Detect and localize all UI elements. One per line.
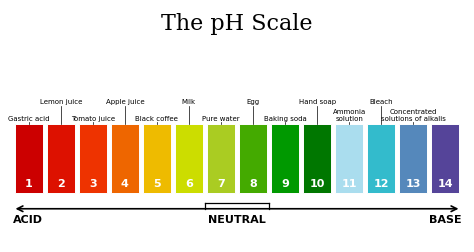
Text: Concentrated
solutions of alkalis: Concentrated solutions of alkalis — [381, 108, 446, 121]
Text: Tomato juice: Tomato juice — [71, 115, 115, 121]
Text: The pH Scale: The pH Scale — [161, 13, 313, 35]
Text: Gastric acid: Gastric acid — [8, 115, 49, 121]
Text: 10: 10 — [310, 178, 325, 188]
Text: 5: 5 — [153, 178, 161, 188]
Text: Baking soda: Baking soda — [264, 115, 307, 121]
Text: Ammonia
solution: Ammonia solution — [333, 108, 366, 121]
Text: Bleach: Bleach — [369, 99, 393, 105]
Bar — [271, 124, 299, 194]
Text: 11: 11 — [341, 178, 357, 188]
Text: 9: 9 — [281, 178, 289, 188]
Text: Pure water: Pure water — [202, 115, 240, 121]
Bar — [79, 124, 107, 194]
Text: 13: 13 — [406, 178, 421, 188]
Bar — [207, 124, 235, 194]
Text: ACID: ACID — [13, 214, 43, 224]
Text: 2: 2 — [57, 178, 64, 188]
Text: NEUTRAL: NEUTRAL — [208, 214, 266, 224]
Bar — [239, 124, 267, 194]
Bar — [303, 124, 331, 194]
Bar — [15, 124, 43, 194]
Text: Apple juice: Apple juice — [106, 99, 144, 105]
Text: 1: 1 — [25, 178, 33, 188]
Bar — [111, 124, 139, 194]
Text: Black coffee: Black coffee — [136, 115, 178, 121]
Text: Milk: Milk — [182, 99, 196, 105]
Text: Hand soap: Hand soap — [299, 99, 336, 105]
Bar — [175, 124, 203, 194]
Bar — [46, 124, 75, 194]
Text: 6: 6 — [185, 178, 193, 188]
Text: Lemon juice: Lemon juice — [39, 99, 82, 105]
Bar — [399, 124, 428, 194]
Text: 7: 7 — [217, 178, 225, 188]
Bar — [431, 124, 459, 194]
Text: 8: 8 — [249, 178, 257, 188]
Text: BASE: BASE — [428, 214, 461, 224]
Text: 14: 14 — [438, 178, 453, 188]
Bar — [335, 124, 363, 194]
Text: Egg: Egg — [246, 99, 260, 105]
Text: 12: 12 — [374, 178, 389, 188]
Bar — [143, 124, 171, 194]
Text: 4: 4 — [121, 178, 129, 188]
Text: 3: 3 — [89, 178, 97, 188]
Bar — [367, 124, 395, 194]
